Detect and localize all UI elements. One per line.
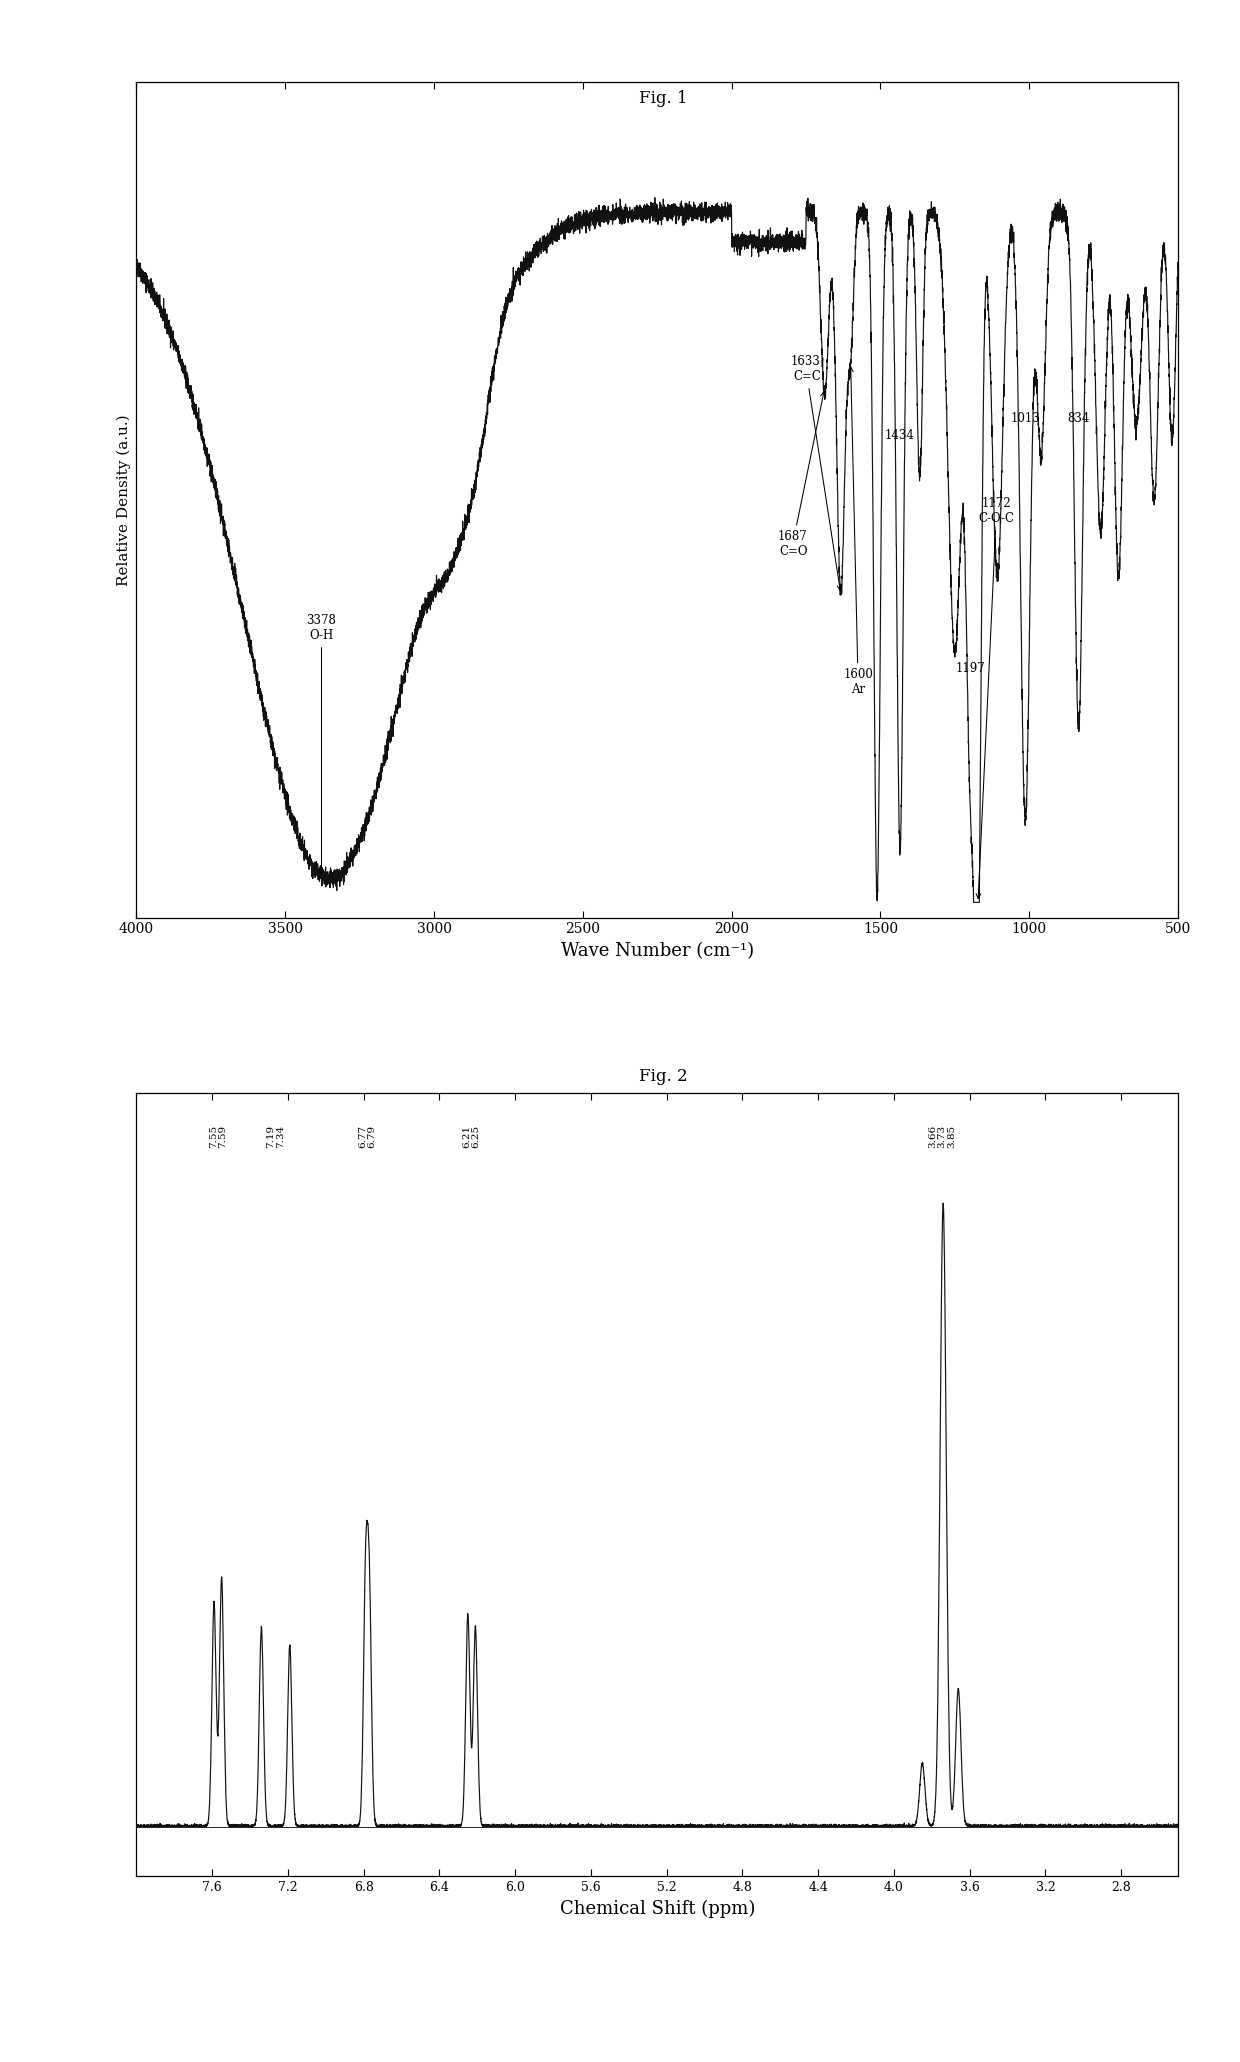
- Text: 3.66: 3.66: [929, 1124, 937, 1149]
- Text: 7.19: 7.19: [267, 1124, 275, 1149]
- Text: 1013: 1013: [1011, 412, 1040, 425]
- Text: 7.34: 7.34: [275, 1124, 285, 1149]
- Text: 6.21: 6.21: [463, 1124, 471, 1149]
- Text: 1633
C=C: 1633 C=C: [791, 355, 842, 590]
- Text: 1687
C=O: 1687 C=O: [777, 392, 826, 559]
- X-axis label: Wave Number (cm⁻¹): Wave Number (cm⁻¹): [560, 942, 754, 961]
- Text: 1172
C-O-C: 1172 C-O-C: [976, 497, 1014, 899]
- Text: 1197: 1197: [956, 662, 986, 676]
- Text: 7.55: 7.55: [208, 1124, 218, 1149]
- Text: 6.77: 6.77: [358, 1124, 367, 1149]
- Text: 7.59: 7.59: [218, 1124, 227, 1149]
- Text: 3.73: 3.73: [937, 1124, 946, 1149]
- Text: 6.79: 6.79: [367, 1124, 377, 1149]
- Text: Fig. 2: Fig. 2: [639, 1068, 688, 1085]
- X-axis label: Chemical Shift (ppm): Chemical Shift (ppm): [559, 1899, 755, 1918]
- Text: 6.25: 6.25: [471, 1124, 481, 1149]
- Text: 1434: 1434: [885, 429, 915, 441]
- Text: 3.85: 3.85: [947, 1124, 956, 1149]
- Y-axis label: Relative Density (a.u.): Relative Density (a.u.): [117, 414, 131, 586]
- Text: 1600
Ar: 1600 Ar: [843, 367, 873, 697]
- Text: 834: 834: [1068, 412, 1090, 425]
- Text: Fig. 1: Fig. 1: [639, 91, 688, 107]
- Text: 3378
O-H: 3378 O-H: [306, 614, 336, 874]
